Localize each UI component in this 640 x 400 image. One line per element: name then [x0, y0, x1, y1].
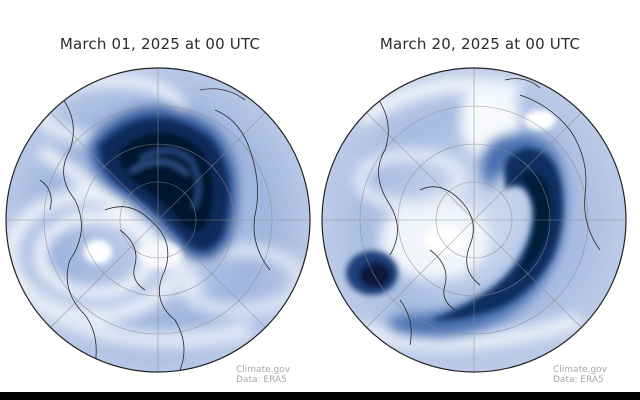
credit-data: Data: ERA5 [236, 375, 287, 385]
map-boundary [321, 67, 627, 373]
credit-data: Data: ERA5 [553, 375, 604, 385]
polar-wind-map [5, 67, 311, 373]
map-panel-march-20: March 20, 2025 at 00 UTC [320, 0, 640, 392]
polar-wind-map [321, 67, 627, 373]
bottom-bar [0, 392, 640, 400]
credit: Climate.gov Data: ERA5 [553, 365, 607, 385]
credit-source: Climate.gov [553, 365, 608, 375]
map-panel-march-01: March 01, 2025 at 00 UTC [0, 0, 320, 392]
map-boundary [5, 67, 311, 373]
graticule [322, 68, 626, 372]
credit: Climate.gov Data: ERA5 [236, 365, 290, 385]
map-title: March 20, 2025 at 00 UTC [379, 35, 581, 53]
coastlines [39, 88, 271, 371]
graticule [6, 68, 310, 372]
coastlines [374, 78, 601, 346]
map-title: March 01, 2025 at 00 UTC [59, 35, 261, 53]
credit-source: Climate.gov [236, 365, 291, 375]
